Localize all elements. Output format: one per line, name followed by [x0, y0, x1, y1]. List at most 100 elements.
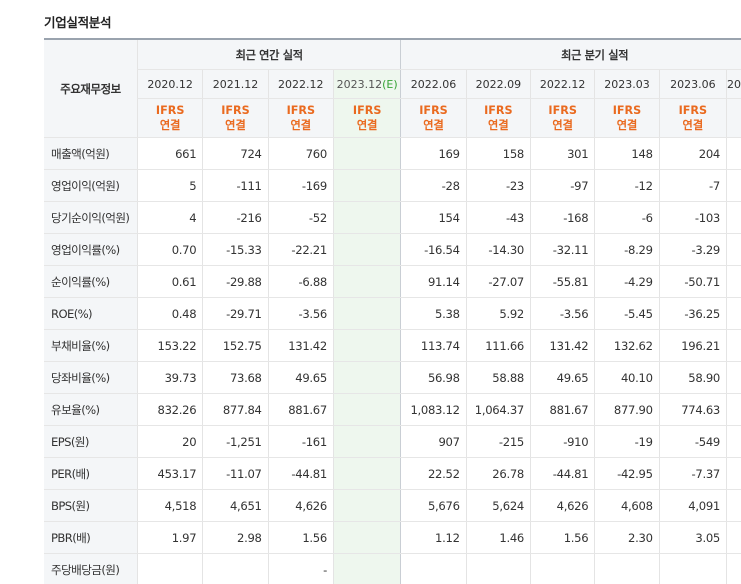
quarterly-value-cell: 58.90: [658, 361, 727, 394]
annual-value-cell: 0.48: [136, 297, 203, 330]
quarterly-value-cell: 907: [400, 425, 467, 458]
annual-value-cell: 131.42: [267, 329, 334, 362]
quarterly-value-cell: [529, 553, 595, 584]
clipped-cell: [726, 233, 741, 266]
annual-value-cell: [332, 521, 401, 554]
quarterly-value-cell: 1.46: [465, 521, 531, 554]
table-row: EPS(원) 20 -1,251 -161 907 -215 -910 -19 -549: [44, 425, 741, 458]
annual-value-cell: [332, 137, 401, 170]
period-header-quarterly: 2022.09: [465, 69, 531, 99]
annual-value-cell: [332, 425, 401, 458]
quarterly-value-cell: 2.30: [594, 521, 660, 554]
quarterly-value-cell: -36.25: [658, 297, 727, 330]
quarterly-value-cell: 169: [400, 137, 467, 170]
quarterly-value-cell: 111.66: [465, 329, 531, 362]
quarterly-value-cell: 1.12: [400, 521, 467, 554]
annual-value-cell: 453.17: [136, 457, 203, 490]
basis-standard: IFRS: [352, 104, 382, 117]
annual-value-cell: -52: [267, 201, 334, 234]
annual-value-cell: [332, 489, 401, 522]
quarterly-value-cell: 301: [529, 137, 595, 170]
period-header-quarterly: 2022.12: [529, 69, 595, 99]
basis-header: IFRS 연결: [332, 98, 401, 138]
quarterly-value-cell: 113.74: [400, 329, 467, 362]
annual-value-cell: -3.56: [267, 297, 334, 330]
quarterly-value-cell: 196.21: [658, 329, 727, 362]
period-label: 2023.12: [336, 77, 383, 91]
quarterly-value-cell: 58.88: [465, 361, 531, 394]
annual-value-cell: [332, 457, 401, 490]
annual-value-cell: 4: [136, 201, 203, 234]
basis-standard: IFRS: [286, 104, 316, 117]
annual-section-header: 최근 연간 실적: [136, 39, 401, 70]
quarterly-value-cell: -549: [658, 425, 727, 458]
quarterly-value-cell: -55.81: [529, 265, 595, 298]
row-label: PBR(배): [44, 521, 138, 554]
row-label: 영업이익률(%): [44, 233, 138, 266]
annual-value-cell: 4,651: [202, 489, 269, 522]
table-row: 영업이익(억원) 5 -111 -169 -28 -23 -97 -12 -7: [44, 169, 741, 202]
quarterly-value-cell: 91.14: [400, 265, 467, 298]
estimate-mark: (E): [382, 77, 398, 91]
annual-value-cell: 2.98: [202, 521, 269, 554]
row-label: 당좌비율(%): [44, 361, 138, 394]
quarterly-value-cell: -28: [400, 169, 467, 202]
annual-value-cell: -29.88: [202, 265, 269, 298]
annual-value-cell: 0.61: [136, 265, 203, 298]
annual-value-cell: 4,518: [136, 489, 203, 522]
quarterly-value-cell: -7: [658, 169, 727, 202]
row-label: 당기순이익(억원): [44, 201, 138, 234]
annual-value-cell: [332, 361, 401, 394]
annual-value-cell: 0.70: [136, 233, 203, 266]
quarterly-value-cell: -12: [594, 169, 660, 202]
clipped-cell: [726, 297, 741, 330]
period-header-annual: 2021.12: [202, 69, 269, 99]
period-header-quarterly: 2022.06: [400, 69, 467, 99]
quarterly-value-cell: [594, 553, 660, 584]
quarterly-value-cell: -44.81: [529, 457, 595, 490]
basis-standard: IFRS: [612, 104, 642, 117]
annual-value-cell: 1.56: [267, 521, 334, 554]
quarterly-value-cell: -3.56: [529, 297, 595, 330]
quarterly-value-cell: 4,626: [529, 489, 595, 522]
table-row: 당기순이익(억원) 4 -216 -52 154 -43 -168 -6 -103: [44, 201, 741, 234]
table-row: 매출액(억원) 661 724 760 169 158 301 148 204: [44, 137, 741, 170]
clipped-cell: [726, 329, 741, 362]
quarterly-value-cell: 1,064.37: [465, 393, 531, 426]
basis-consolidation: 연결: [290, 119, 312, 132]
table-row: 순이익률(%) 0.61 -29.88 -6.88 91.14 -27.07 -55.81-…: [44, 265, 741, 298]
period-header-annual: 2020.12: [136, 69, 203, 99]
basis-consolidation: 연결: [423, 119, 444, 132]
financial-table-container: 주요재무정보 최근 연간 실적 최근 분기 실적 2020.12 2021.12 2…: [44, 38, 741, 584]
clipped-cell: [726, 137, 741, 170]
quarterly-value-cell: 131.42: [529, 329, 595, 362]
annual-value-cell: [136, 553, 203, 584]
annual-value-cell: -6.88: [267, 265, 334, 298]
annual-value-cell: 39.73: [136, 361, 203, 394]
quarterly-value-cell: [400, 553, 467, 584]
basis-header: IFRS 연결: [658, 98, 727, 138]
quarterly-value-cell: -42.95: [594, 457, 660, 490]
quarterly-value-cell: -910: [529, 425, 595, 458]
quarterly-value-cell: -7.37: [658, 457, 727, 490]
quarterly-value-cell: 4,091: [658, 489, 727, 522]
annual-value-cell: [332, 393, 401, 426]
annual-value-cell: -216: [202, 201, 269, 234]
quarterly-value-cell: 5.38: [400, 297, 467, 330]
quarterly-value-cell: -23: [465, 169, 531, 202]
period-header-quarterly: 20: [726, 69, 741, 99]
basis-header: IFRS 연결: [594, 98, 660, 138]
clipped-cell: [726, 361, 741, 394]
annual-value-cell: 49.65: [267, 361, 334, 394]
quarterly-value-cell: -43: [465, 201, 531, 234]
annual-value-cell: 760: [267, 137, 334, 170]
basis-standard: IFRS: [419, 104, 448, 117]
quarterly-value-cell: -27.07: [465, 265, 531, 298]
annual-value-cell: -22.21: [267, 233, 334, 266]
row-label: 부채비율(%): [44, 329, 138, 362]
annual-value-cell: [332, 169, 401, 202]
table-row: PER(배) 453.17 -11.07 -44.81 22.52 26.78 -44.81…: [44, 457, 741, 490]
annual-value-cell: -: [267, 553, 334, 584]
period-header-quarterly: 2023.06: [658, 69, 727, 99]
annual-value-cell: 832.26: [136, 393, 203, 426]
